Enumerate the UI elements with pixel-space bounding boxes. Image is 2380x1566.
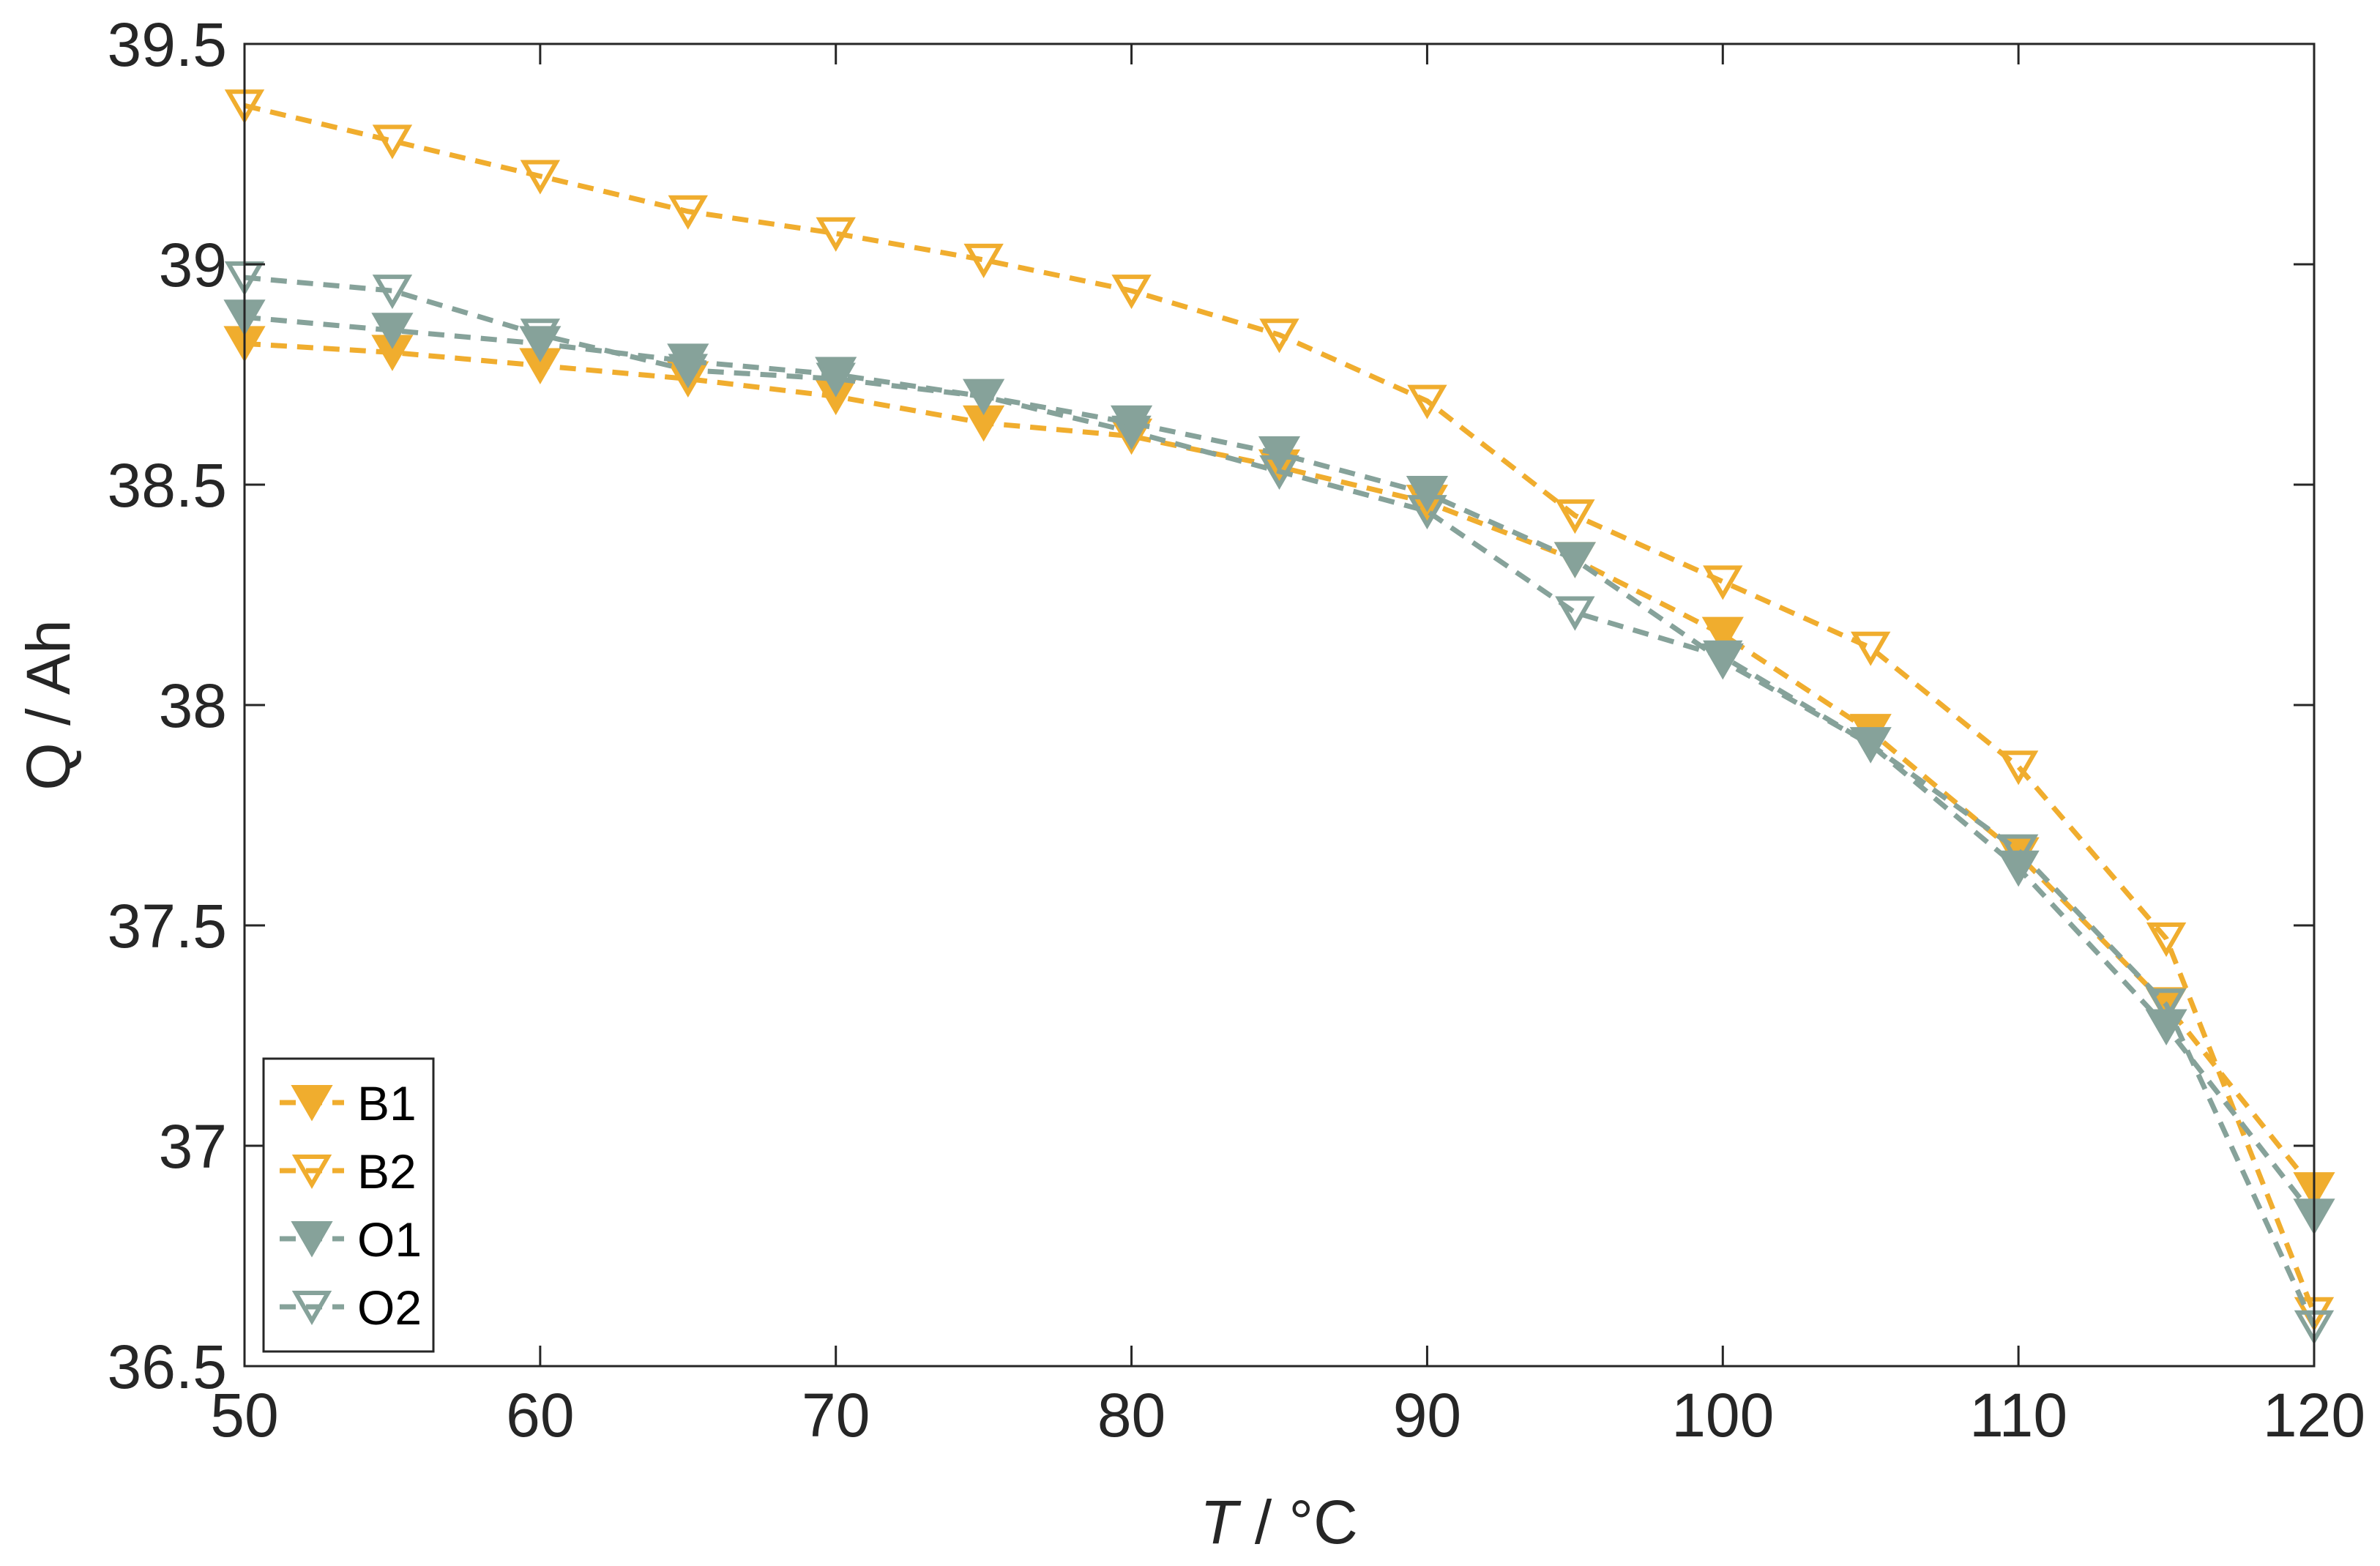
data-point-b2 <box>816 217 856 252</box>
data-point-o1 <box>1997 850 2040 887</box>
data-point-o1 <box>519 326 562 362</box>
x-tick-label: 50 <box>210 1381 278 1450</box>
data-point-o1 <box>371 313 414 349</box>
data-point-o1 <box>963 379 1005 416</box>
y-tick-label: 39.5 <box>108 10 228 79</box>
x-axis-label: T / °C <box>1200 1488 1358 1556</box>
data-point-o1 <box>667 343 709 380</box>
y-tick-label: 39 <box>159 231 227 299</box>
data-point-b2 <box>1555 499 1595 534</box>
data-point-b2 <box>1407 384 1447 420</box>
x-tick-label: 70 <box>802 1381 870 1450</box>
legend-marker <box>291 1220 333 1258</box>
data-point-b2 <box>1259 318 1299 354</box>
x-tick-label: 80 <box>1097 1381 1165 1450</box>
data-point-b2 <box>1703 565 1743 600</box>
series-o1 <box>223 299 2335 1235</box>
data-point-b2 <box>1998 750 2039 786</box>
legend-item-o1: O1 <box>280 1212 422 1267</box>
data-point-o1 <box>815 357 857 394</box>
data-point-b2 <box>963 243 1004 279</box>
y-tick-label: 38.5 <box>108 451 228 520</box>
data-point-b2 <box>2146 922 2187 958</box>
legend-item-b2: B2 <box>280 1144 417 1198</box>
legend-marker <box>291 1154 332 1190</box>
data-point-b2 <box>1111 275 1152 310</box>
y-tick-label: 38 <box>159 671 227 740</box>
y-tick-label: 36.5 <box>108 1332 228 1401</box>
series-line-b2 <box>244 102 2317 1315</box>
data-point-b2 <box>668 195 708 230</box>
data-point-o1 <box>1406 476 1449 512</box>
x-tick-label: 100 <box>1671 1381 1774 1450</box>
x-tick-label: 90 <box>1393 1381 1461 1450</box>
legend-label: B2 <box>357 1144 417 1198</box>
legend-marker <box>291 1290 332 1326</box>
legend-item-b1: B1 <box>280 1076 417 1130</box>
data-point-o2 <box>1555 596 1595 631</box>
series-layer <box>223 89 2335 1345</box>
y-tick-label: 37 <box>159 1112 227 1181</box>
data-point-o2 <box>2146 988 2187 1024</box>
data-point-o1 <box>1849 727 1892 764</box>
x-axis-label-unit: / °C <box>1238 1488 1358 1556</box>
data-point-b2 <box>1851 631 1891 666</box>
y-tick-label: 37.5 <box>108 892 228 961</box>
data-point-b2 <box>520 160 561 195</box>
data-point-o1 <box>1701 643 1744 680</box>
data-point-o1 <box>1553 542 1596 578</box>
data-point-o1 <box>1110 405 1153 442</box>
legend-label: B1 <box>357 1076 417 1130</box>
y-axis-label: Q / Ah <box>14 619 83 790</box>
data-point-o2 <box>372 275 413 310</box>
legend: B1 B2 O1 O2 <box>262 1057 435 1353</box>
x-axis-label-variable: T <box>1200 1488 1242 1556</box>
x-tick-label: 120 <box>2263 1381 2365 1450</box>
data-point-o1 <box>1258 436 1301 473</box>
legend-item-o2: O2 <box>280 1280 422 1335</box>
data-point-o1 <box>2145 1009 2187 1045</box>
data-point-o2 <box>1998 834 2039 869</box>
legend-marker <box>291 1084 333 1122</box>
legend-label: O1 <box>357 1212 422 1267</box>
legend-box <box>262 1057 435 1353</box>
series-line-o1 <box>244 314 2316 1218</box>
data-point-b1 <box>1701 616 1744 654</box>
x-tick-label: 110 <box>1969 1381 2067 1450</box>
series-b2 <box>224 89 2335 1332</box>
x-tick-label: 60 <box>506 1381 574 1450</box>
data-point-b2 <box>372 124 413 160</box>
legend-label: O2 <box>357 1280 422 1335</box>
ticks-layer: 50 60 70 80 90 100 110 120 36.5 37 37.5 38 38.5 39 39.… <box>108 10 2366 1450</box>
